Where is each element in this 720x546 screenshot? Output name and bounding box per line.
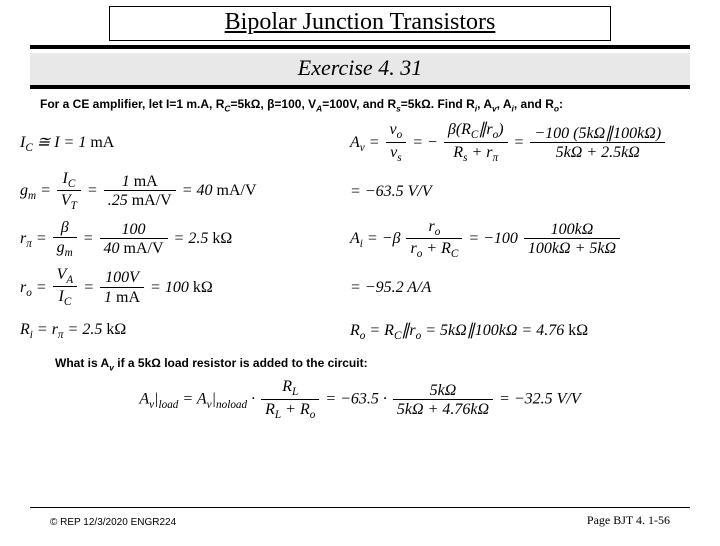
eq-roo: Ro = RC∥ro = 5kΩ∥100kΩ = 4.76 kΩ [350,322,588,339]
footer-left: © REP 12/3/2020 ENGR224 [50,517,176,528]
question-load: What is Av if a 5kΩ load resistor is add… [55,356,680,372]
eq-rpi: rπ = βgm = 10040 mA/V = 2.5 kΩ [20,230,232,247]
eq-ai: Ai = −β roro + RC = −100 100kΩ100kΩ + 5k… [350,230,622,247]
eq-ic: IC ≅ I = 1 mA [20,134,114,151]
eq-av-result: = −63.5 V/V [350,183,432,200]
footer-rule [30,507,690,508]
rule-top [30,45,690,49]
eq-gm: gm = ICVT = 1 mA.25 mA/V = 40 mA/V [20,182,257,199]
problem-statement: For a CE amplifier, let I=1 m.A, RC=5kΩ,… [40,97,680,113]
eq-ri: Ri = rπ = 2.5 kΩ [20,321,126,338]
eq-ro: ro = VAIC = 100V1 mA = 100 kΩ [20,279,213,296]
exercise-title: Exercise 4. 31 [30,53,690,89]
eq-ai-result: = −95.2 A/A [350,279,431,296]
footer-right: Page BJT 4. 1-56 [587,513,670,528]
eq-av: Av = vovs = − β(RC∥ro)Rs + rπ = −100 (5k… [350,134,667,151]
eq-av-load: Av|load = Av|noload · RLRL + Ro = −63.5 … [139,378,580,422]
chapter-title: Bipolar Junction Transistors [109,6,611,41]
